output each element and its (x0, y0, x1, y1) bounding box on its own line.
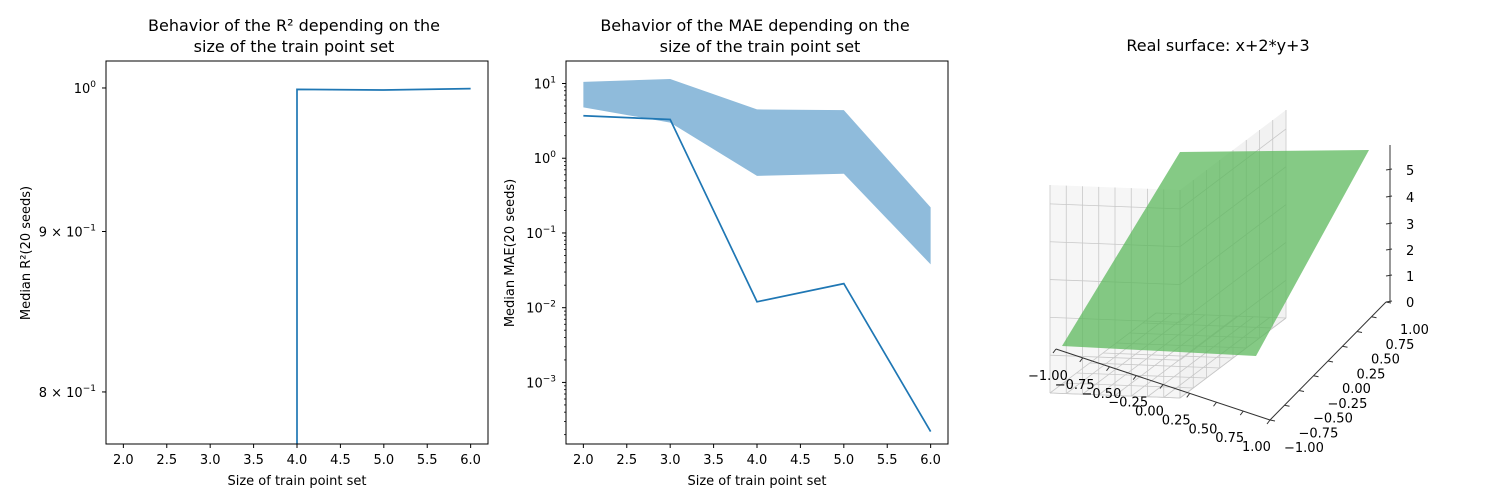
x-tick-mark (1052, 348, 1057, 354)
mae-confidence-band (583, 78, 931, 265)
r2-x-tick-label: 5.0 (373, 453, 394, 468)
surface-plane (1062, 150, 1369, 356)
z-tick-mark (1385, 274, 1393, 277)
surface-chart-title: Real surface: x+2*y+3 (1126, 36, 1309, 55)
y-tick-mark (1356, 331, 1363, 333)
x-tick-label: 1.00 (1242, 440, 1271, 455)
r2-plot-area (296, 87, 471, 444)
z-tick-mark (1385, 300, 1393, 303)
mae-y-tick-label: 10−1 (526, 225, 556, 242)
mae-x-axis-label: Size of train point set (687, 474, 826, 489)
r2-x-tick-label: 4.0 (287, 453, 308, 468)
x-tick-label: −0.25 (1108, 396, 1148, 411)
z-tick-mark (1385, 168, 1393, 171)
mae-x-tick-label: 5.0 (833, 453, 854, 468)
surface-chart: Real surface: x+2*y+3 −1.00−0.75−0.50−0.… (1028, 36, 1429, 456)
r2-x-tick-label: 3.0 (200, 453, 221, 468)
x-tick-mark (1106, 366, 1110, 372)
z-tick-mark (1385, 222, 1393, 225)
r2-x-tick-label: 6.0 (460, 453, 481, 468)
mae-x-tick-label: 4.0 (747, 453, 768, 468)
y-tick-label: −1.00 (1284, 441, 1324, 456)
y-tick-label: 0.00 (1342, 382, 1371, 397)
z-tick-label: 3 (1406, 218, 1414, 233)
x-tick-label: −0.50 (1082, 387, 1122, 402)
mae-y-tick-label: 10−3 (526, 374, 556, 391)
r2-x-tick-label: 2.5 (156, 453, 177, 468)
mae-y-tick-label: 10−2 (526, 300, 556, 317)
x-tick-mark (1186, 393, 1191, 398)
x-tick-label: 0.25 (1162, 413, 1191, 428)
r2-y-tick-label: 100 (74, 80, 97, 97)
mae-y-tick-label: 101 (534, 75, 556, 92)
r2-x-tick-label: 4.5 (330, 453, 351, 468)
r2-y-axis-label: Median R²(20 seeds) (19, 186, 34, 320)
z-tick-label: 2 (1406, 244, 1414, 259)
z-tick-label: 5 (1406, 164, 1414, 179)
mae-series-line-0 (583, 114, 932, 432)
r2-x-tick-label: 2.0 (113, 453, 134, 468)
y-tick-mark (1327, 360, 1334, 363)
mae-chart-title-line1: Behavior of the MAE depending on the (600, 16, 909, 35)
y-tick-mark (1269, 419, 1276, 422)
mae-x-tick-label: 5.5 (877, 453, 898, 468)
r2-x-tick-label: 5.5 (417, 453, 438, 468)
z-tick-mark (1385, 248, 1393, 251)
y-tick-label: 1.00 (1400, 323, 1429, 338)
mae-plot-area (583, 78, 932, 432)
z-tick-mark (1385, 195, 1393, 198)
wall-grid-line (1049, 392, 1181, 399)
y-tick-label: −0.75 (1299, 426, 1339, 441)
y-tick-mark (1342, 345, 1348, 348)
x-tick-label: 0.50 (1189, 422, 1218, 437)
r2-chart-title-line1: Behavior of the R² depending on the (148, 16, 440, 35)
mae-x-tick-label: 3.5 (703, 453, 724, 468)
x-tick-label: 0.00 (1135, 405, 1164, 420)
wall-grid-line (1049, 354, 1181, 361)
x-tick-label: −1.00 (1028, 369, 1068, 384)
mae-y-axis-label: Median MAE(20 seeds) (503, 179, 518, 327)
z-tick-label: 4 (1406, 191, 1414, 206)
r2-series-line-0 (296, 87, 471, 444)
x-tick-mark (1132, 375, 1137, 380)
z-tick-label: 1 (1406, 270, 1414, 285)
y-tick-mark (1284, 404, 1290, 407)
y-tick-label: −0.50 (1313, 412, 1353, 427)
x-tick-mark (1239, 410, 1244, 416)
mae-chart-title-line2: size of the train point set (660, 37, 861, 56)
y-tick-label: −0.25 (1328, 397, 1368, 412)
mae-x-tick-label: 2.0 (573, 453, 594, 468)
x-tick-mark (1159, 384, 1164, 389)
x-tick-mark (1079, 357, 1084, 363)
r2-x-axis-label: Size of train point set (227, 474, 366, 489)
r2-y-tick-label: 9 × 10−1 (39, 223, 96, 240)
y-tick-label: 0.50 (1371, 353, 1400, 368)
x-tick-label: −0.75 (1055, 378, 1095, 393)
y-tick-mark (1371, 316, 1377, 319)
y-tick-label: 0.75 (1386, 338, 1415, 353)
mae-x-tick-label: 6.0 (920, 453, 941, 468)
y-tick-label: 0.25 (1357, 367, 1386, 382)
r2-chart-title-line2: size of the train point set (194, 37, 395, 56)
y-tick-mark (1313, 375, 1319, 378)
mae-plot-frame (565, 60, 949, 445)
r2-y-tick-label: 8 × 10−1 (39, 384, 96, 401)
r2-plot-frame (105, 60, 489, 445)
mae-chart: Behavior of the MAE depending on the siz… (503, 16, 949, 489)
r2-x-tick-label: 3.5 (243, 453, 264, 468)
mae-x-tick-label: 3.0 (660, 453, 681, 468)
mae-x-tick-label: 2.5 (616, 453, 637, 468)
z-tick-label: 0 (1406, 296, 1414, 311)
x-tick-mark (1213, 401, 1217, 407)
r2-chart: Behavior of the R² depending on the size… (19, 16, 489, 489)
mae-y-tick-label: 100 (534, 150, 557, 167)
x-tick-label: 0.75 (1215, 431, 1244, 446)
y-tick-mark (1298, 390, 1305, 392)
mae-x-tick-label: 4.5 (790, 453, 811, 468)
x-tick-mark (1266, 419, 1271, 425)
